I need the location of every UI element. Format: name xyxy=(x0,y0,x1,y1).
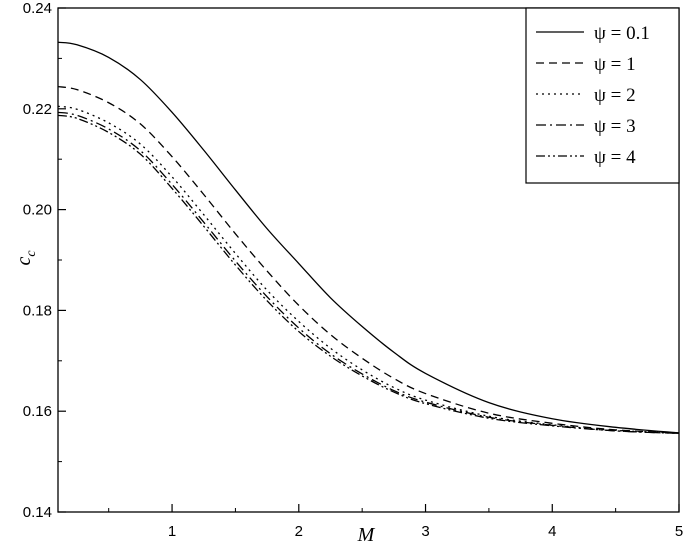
x-tick-label: 2 xyxy=(295,523,303,540)
y-axis-title-main: c xyxy=(13,257,35,266)
legend-label-5: ψ = 4 xyxy=(594,147,636,168)
legend-label-2: ψ = 1 xyxy=(594,54,636,75)
series-line-4 xyxy=(57,111,680,435)
legend-label-4: ψ = 3 xyxy=(594,116,636,137)
legend-label-1: ψ = 0.1 xyxy=(594,23,650,44)
plot-frame xyxy=(57,7,680,513)
x-axis-title: M xyxy=(357,524,376,546)
y-axis-title: cc xyxy=(13,250,39,266)
x-tick-label: 1 xyxy=(168,523,176,540)
y-tick-label: 0.22 xyxy=(23,101,52,118)
legend-label-3: ψ = 2 xyxy=(594,85,636,106)
y-tick-label: 0.16 xyxy=(23,403,52,420)
x-tick-label: 4 xyxy=(548,523,556,540)
x-tick-label: 5 xyxy=(675,523,683,540)
y-tick-label: 0.20 xyxy=(23,202,52,219)
y-tick-label: 0.14 xyxy=(23,504,52,521)
legend: ψ = 0.1 ψ = 1 ψ = 2 ψ = 3 ψ = 4 xyxy=(525,7,680,184)
tick-labels: 1 2 3 4 5 0.14 0.16 0.18 0.20 0.22 0.24 xyxy=(23,0,683,540)
y-axis-title-subscript: c xyxy=(24,250,39,257)
x-tick-label: 3 xyxy=(421,523,429,540)
series-line-5 xyxy=(57,114,680,435)
series-line-1 xyxy=(57,41,680,434)
y-tick-label: 0.24 xyxy=(23,0,52,17)
legend-box xyxy=(525,7,680,184)
series-line-3 xyxy=(57,105,680,434)
series-lines xyxy=(57,41,680,435)
series-line-2 xyxy=(57,85,680,434)
y-tick-label: 0.18 xyxy=(23,302,52,319)
